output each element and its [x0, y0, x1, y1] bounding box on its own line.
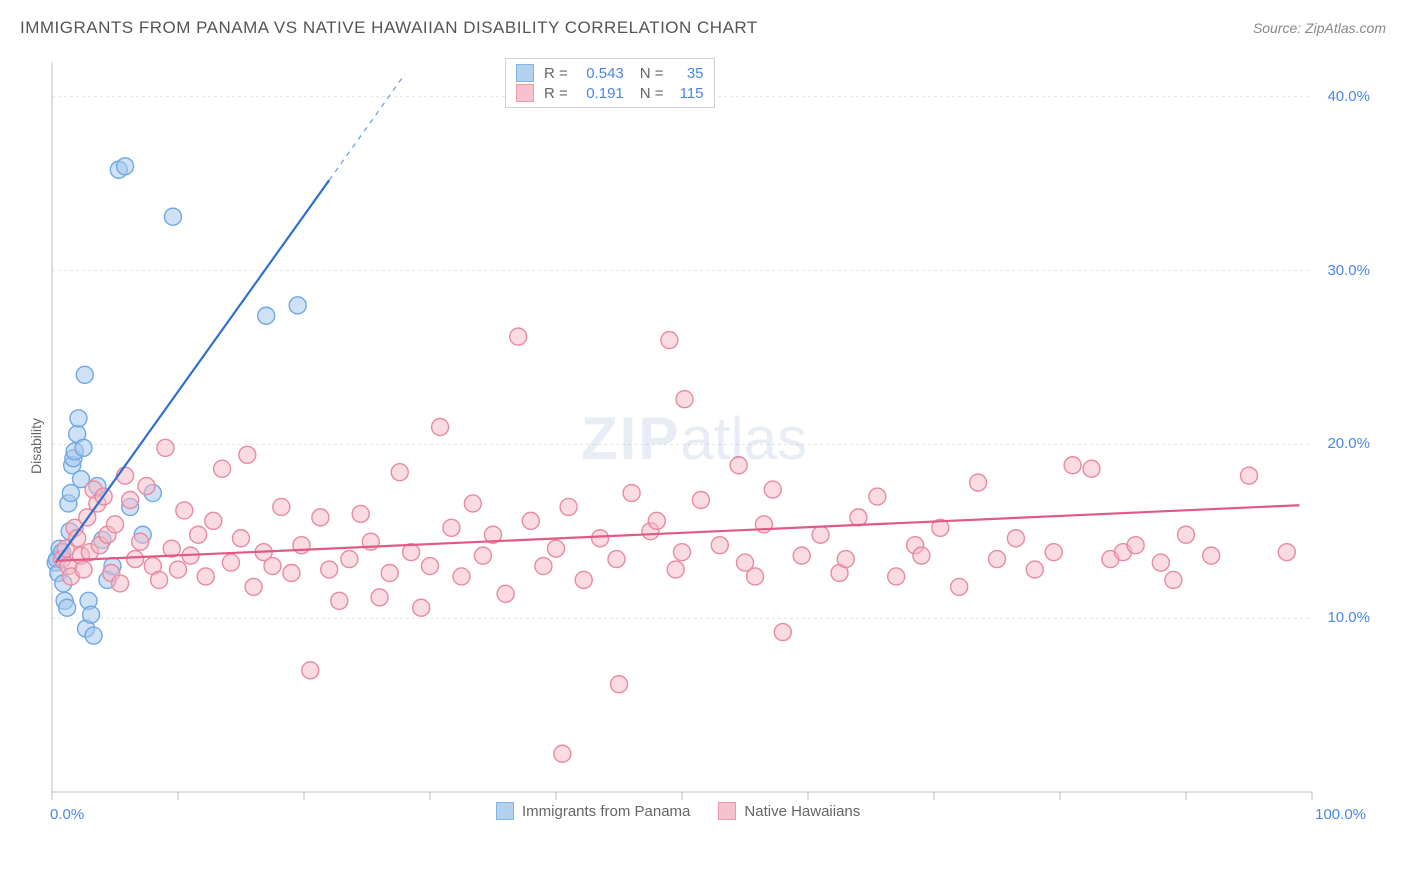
legend-n-label: N =: [640, 85, 664, 102]
series-legend-item-panama: Immigrants from Panama: [496, 802, 690, 820]
legend-n-value: 115: [672, 85, 704, 102]
legend-r-label: R =: [544, 85, 568, 102]
series-legend: Immigrants from Panama Native Hawaiians: [496, 802, 860, 820]
legend-r-value: 0.543: [576, 65, 624, 82]
chart-source: Source: ZipAtlas.com: [1253, 20, 1386, 36]
y-tick-label: 30.0%: [1327, 262, 1370, 279]
y-axis-label: Disability: [28, 418, 44, 474]
x-max-label: 100.0%: [1315, 806, 1366, 823]
chart-header: IMMIGRANTS FROM PANAMA VS NATIVE HAWAIIA…: [20, 18, 1386, 38]
legend-r-value: 0.191: [576, 85, 624, 102]
correlation-legend: R = 0.543 N = 35 R = 0.191 N = 115: [505, 58, 715, 108]
legend-n-value: 35: [672, 65, 704, 82]
legend-n-label: N =: [640, 65, 664, 82]
legend-swatch: [516, 84, 534, 102]
y-tick-label: 40.0%: [1327, 88, 1370, 105]
legend-row-panama: R = 0.543 N = 35: [506, 63, 714, 83]
legend-r-label: R =: [544, 65, 568, 82]
legend-swatch: [516, 64, 534, 82]
legend-swatch: [718, 802, 736, 820]
legend-swatch: [496, 802, 514, 820]
plot-area: ZIPatlas 10.0%20.0%30.0%40.0%0.0%100.0%R…: [46, 56, 1374, 826]
legend-row-hawaiian: R = 0.191 N = 115: [506, 83, 714, 103]
y-tick-label: 20.0%: [1327, 435, 1370, 452]
x-min-label: 0.0%: [50, 806, 84, 823]
scatter-svg: [46, 56, 1374, 826]
chart-title: IMMIGRANTS FROM PANAMA VS NATIVE HAWAIIA…: [20, 18, 758, 38]
y-tick-label: 10.0%: [1327, 609, 1370, 626]
series-legend-item-hawaiian: Native Hawaiians: [718, 802, 860, 820]
series-legend-label: Immigrants from Panama: [522, 803, 690, 820]
series-legend-label: Native Hawaiians: [744, 803, 860, 820]
